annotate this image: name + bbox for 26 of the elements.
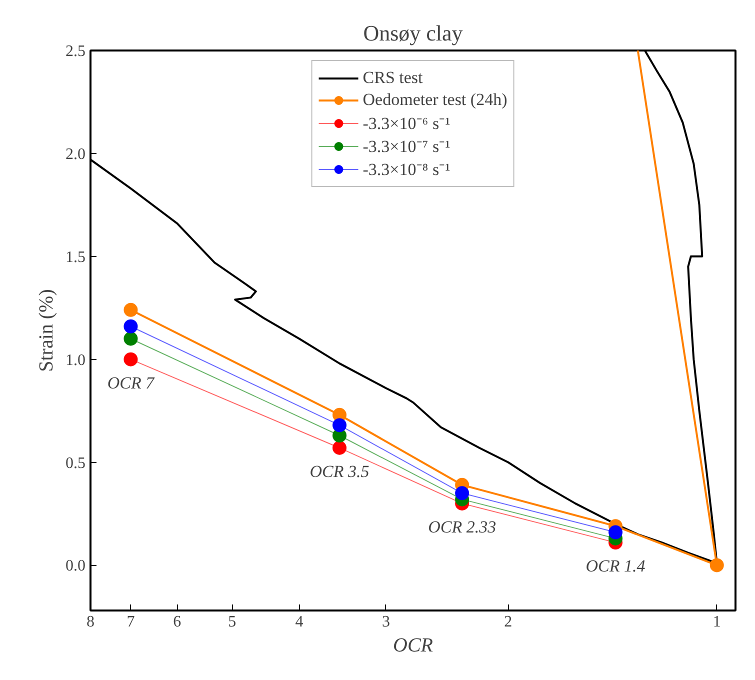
y-axis-title: Strain (%): [36, 289, 58, 372]
y-tick-label: 2.5: [66, 43, 86, 60]
legend-label: Oedometer test (24h): [362, 89, 508, 111]
chart-title: Onsøy clay: [363, 20, 463, 46]
x-tick-label: 8: [86, 614, 94, 630]
x-tick-label: 7: [126, 614, 135, 630]
annotation: OCR 1.4: [586, 556, 646, 576]
y-tick-label: 0.0: [66, 558, 86, 575]
x-tick-label: 2: [504, 614, 512, 630]
x-axis-title: OCR: [393, 634, 433, 656]
legend-label: -3.3×10⁻⁶ s⁻¹: [362, 113, 450, 134]
y-tick-label: 1.5: [66, 248, 86, 266]
annotation: OCR 3.5: [310, 462, 370, 481]
y-tick-label: 2.0: [66, 146, 86, 163]
legend-label: CRS test: [362, 67, 423, 89]
x-tick-label: 5: [228, 614, 236, 630]
x-tick-label: 1: [712, 614, 721, 630]
legend-label: -3.3×10⁻⁸ s⁻¹: [362, 159, 450, 180]
annotation: OCR 2.33: [428, 517, 496, 536]
x-tick-label: 3: [382, 614, 390, 630]
x-tick-label: 6: [173, 614, 182, 630]
y-tick-label: 1.0: [66, 352, 86, 369]
legend-label: -3.3×10⁻⁷ s⁻¹: [362, 136, 450, 157]
y-tick-label: 0.5: [66, 454, 86, 472]
annotation: OCR 7: [107, 373, 156, 392]
x-tick-label: 4: [295, 614, 304, 630]
